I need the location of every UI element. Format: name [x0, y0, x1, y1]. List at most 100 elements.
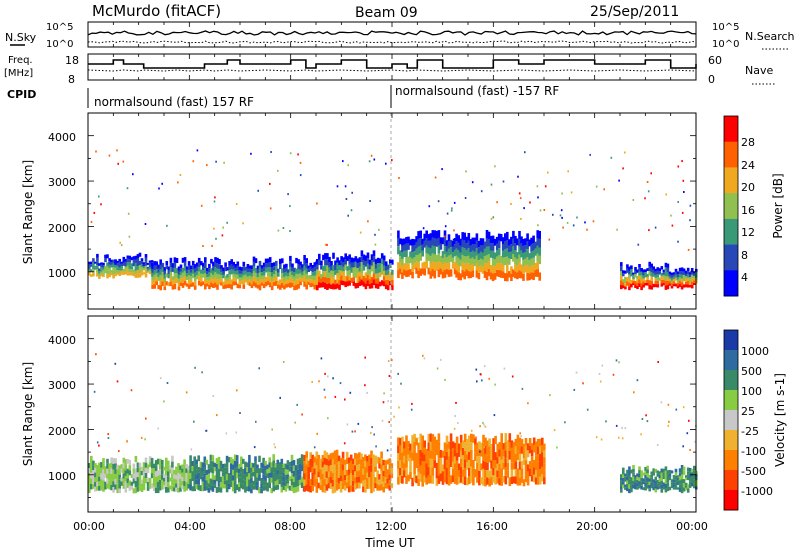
- power-cell: [175, 268, 179, 274]
- velocity-cell: [136, 467, 140, 473]
- power-cell: [277, 280, 280, 285]
- power-speckle: [98, 195, 100, 198]
- velocity-cell: [339, 463, 343, 470]
- velocity-cell: [447, 448, 451, 457]
- velocity-cell: [250, 477, 253, 483]
- power-cell: [332, 283, 335, 290]
- velocity-cell: [620, 489, 623, 493]
- power-cell: [118, 258, 121, 262]
- power-speckle: [572, 224, 575, 227]
- velocity-cell: [384, 460, 387, 466]
- velocity-cell: [181, 472, 184, 477]
- velocity-cell: [341, 458, 345, 465]
- power-cell: [364, 255, 368, 261]
- velocity-cell: [187, 484, 190, 489]
- velocity-cell: [201, 471, 205, 477]
- velocity-cell: [423, 440, 426, 448]
- power-cell: [220, 271, 223, 276]
- power-cell: [449, 269, 453, 277]
- velocity-cell: [376, 483, 379, 491]
- power-cell: [242, 270, 246, 276]
- velocity-cell: [250, 467, 253, 473]
- velocity-cell: [435, 462, 439, 471]
- velocity-cell: [662, 468, 666, 473]
- velocity-cell: [644, 478, 647, 483]
- power-cell: [370, 260, 374, 266]
- velocity-cell: [441, 464, 445, 472]
- power-cell: [368, 259, 372, 265]
- power-cell: [311, 265, 314, 269]
- power-cell: [469, 252, 473, 259]
- power-speckle: [215, 160, 217, 163]
- velocity-cell: [207, 488, 211, 493]
- velocity-cell: [427, 434, 431, 443]
- power-cell: [693, 273, 696, 276]
- velocity-speckle: [157, 427, 159, 430]
- velocity-cell: [152, 463, 156, 469]
- power-cell: [171, 263, 175, 268]
- power-cell: [348, 275, 351, 281]
- velocity-cell: [472, 476, 475, 486]
- velocity-cell: [656, 486, 660, 490]
- power-cell: [301, 271, 304, 276]
- velocity-cell: [427, 467, 431, 476]
- velocity-cell: [526, 478, 530, 486]
- power-cell: [650, 276, 653, 281]
- velocity-cbar-tick-1000: 1000: [741, 345, 769, 358]
- velocity-speckle: [194, 366, 196, 369]
- power-speckle: [453, 229, 455, 232]
- power-cell: [368, 274, 372, 279]
- power-speckle: [119, 241, 121, 244]
- power-cell: [100, 264, 103, 267]
- power-cell: [332, 271, 335, 278]
- velocity-cell: [231, 469, 235, 476]
- velocity-cell: [256, 481, 259, 486]
- power-cell: [116, 272, 119, 275]
- power-cell: [167, 282, 171, 287]
- power-cell: [405, 270, 408, 278]
- velocity-cell: [333, 471, 337, 479]
- power-cell: [140, 272, 144, 276]
- velocity-cell: [244, 486, 247, 493]
- power-speckle: [122, 160, 125, 163]
- power-cell: [688, 279, 692, 283]
- velocity-cell: [284, 463, 288, 470]
- power-cell: [522, 245, 525, 253]
- power-cell: [522, 252, 525, 260]
- power-cell: [140, 264, 144, 267]
- power-cell: [165, 265, 169, 270]
- velocity-cell: [496, 463, 499, 471]
- velocity-speckle: [556, 446, 558, 449]
- power-cell: [644, 269, 647, 272]
- velocity-cell: [656, 480, 660, 484]
- velocity-cell: [124, 475, 128, 482]
- power-cell: [524, 245, 527, 252]
- velocity-cell: [138, 462, 142, 468]
- velocity-speckle: [422, 354, 424, 357]
- power-speckle: [517, 175, 519, 178]
- velocity-cell: [177, 487, 180, 493]
- power-cell: [344, 259, 347, 265]
- velocity-cell: [362, 480, 365, 487]
- velocity-cell: [405, 443, 408, 452]
- velocity-cell: [104, 481, 107, 486]
- velocity-cell: [339, 486, 343, 493]
- power-cell: [423, 240, 426, 248]
- power-cell: [151, 272, 154, 277]
- velocity-cell: [634, 487, 637, 490]
- velocity-cell: [294, 465, 298, 471]
- velocity-speckle: [346, 423, 349, 426]
- power-cell: [216, 273, 219, 280]
- velocity-cell: [368, 483, 371, 489]
- power-cell: [382, 270, 386, 276]
- velocity-cell: [298, 479, 302, 486]
- velocity-cell: [358, 476, 361, 483]
- velocity-cell: [242, 479, 245, 485]
- velocity-cell: [231, 480, 235, 486]
- velocity-speckle: [470, 429, 473, 432]
- velocity-cell: [227, 478, 231, 484]
- velocity-cell: [323, 464, 327, 472]
- velocity-cell: [288, 462, 292, 467]
- velocity-cbar-tick-neg500: -500: [741, 465, 766, 478]
- velocity-cell: [266, 482, 269, 487]
